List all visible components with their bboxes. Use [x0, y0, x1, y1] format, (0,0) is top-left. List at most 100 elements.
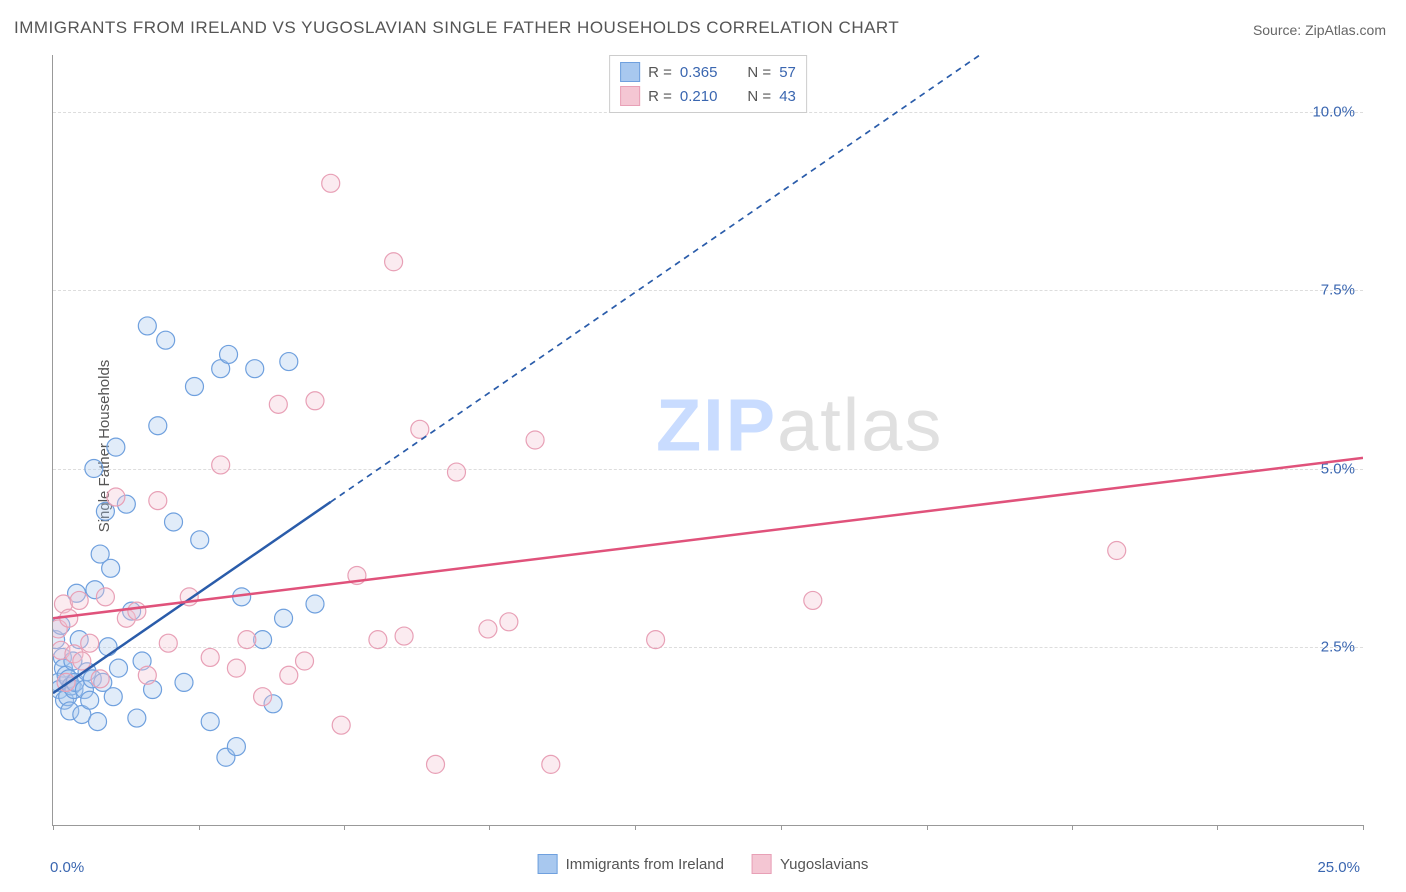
data-point — [280, 666, 298, 684]
data-point — [165, 513, 183, 531]
legend-stat-row: R =0.365N =57 — [620, 60, 796, 84]
trend-line-extrapolated — [331, 55, 980, 502]
x-axis-min-label: 0.0% — [50, 859, 84, 876]
data-point — [86, 581, 104, 599]
data-point — [53, 641, 70, 659]
data-point — [57, 673, 75, 691]
x-tick — [781, 825, 782, 830]
data-point — [53, 673, 67, 691]
data-point — [60, 609, 78, 627]
data-point — [804, 591, 822, 609]
data-point — [159, 634, 177, 652]
data-point — [83, 670, 101, 688]
legend-item: Immigrants from Ireland — [538, 854, 724, 874]
data-point — [61, 702, 79, 720]
gridline — [53, 647, 1363, 648]
data-point — [59, 688, 77, 706]
data-point — [73, 652, 91, 670]
x-tick — [1072, 825, 1073, 830]
data-point — [128, 602, 146, 620]
x-tick — [1217, 825, 1218, 830]
gridline — [53, 469, 1363, 470]
data-point — [133, 652, 151, 670]
data-point — [53, 681, 68, 699]
data-point — [102, 559, 120, 577]
data-point — [73, 705, 91, 723]
data-point — [107, 438, 125, 456]
data-point — [81, 691, 99, 709]
gridline — [53, 290, 1363, 291]
data-point — [91, 670, 109, 688]
legend-label: Yugoslavians — [780, 856, 868, 873]
data-point — [149, 492, 167, 510]
data-point — [246, 360, 264, 378]
data-point — [138, 317, 156, 335]
data-point — [217, 748, 235, 766]
data-point — [117, 609, 135, 627]
n-value: 57 — [779, 64, 796, 81]
data-point — [180, 588, 198, 606]
data-point — [107, 488, 125, 506]
legend-series: Immigrants from Ireland Yugoslavians — [538, 854, 869, 874]
y-tick-label: 10.0% — [1312, 104, 1355, 121]
trend-line — [53, 502, 331, 693]
data-point — [220, 345, 238, 363]
r-label: R = — [648, 88, 672, 105]
plot-area: ZIPatlas R =0.365N =57R =0.210N =43 2.5%… — [52, 55, 1363, 826]
data-point — [81, 634, 99, 652]
data-point — [65, 681, 83, 699]
chart-svg — [53, 55, 1363, 825]
y-tick-label: 5.0% — [1321, 460, 1355, 477]
x-tick — [199, 825, 200, 830]
r-value: 0.365 — [680, 64, 718, 81]
data-point — [117, 495, 135, 513]
data-point — [227, 738, 245, 756]
data-point — [123, 602, 141, 620]
source-name: ZipAtlas.com — [1305, 22, 1386, 38]
data-point — [322, 174, 340, 192]
data-point — [96, 588, 114, 606]
data-point — [157, 331, 175, 349]
data-point — [1108, 542, 1126, 560]
data-point — [385, 253, 403, 271]
data-point — [144, 681, 162, 699]
source-prefix: Source: — [1253, 22, 1305, 38]
x-tick — [1363, 825, 1364, 830]
data-point — [138, 666, 156, 684]
data-point — [306, 595, 324, 613]
watermark-zip: ZIP — [656, 383, 777, 466]
data-point — [128, 709, 146, 727]
r-label: R = — [648, 64, 672, 81]
data-point — [500, 613, 518, 631]
x-tick — [489, 825, 490, 830]
n-value: 43 — [779, 88, 796, 105]
data-point — [64, 652, 82, 670]
data-point — [96, 502, 114, 520]
data-point — [280, 353, 298, 371]
data-point — [191, 531, 209, 549]
data-point — [395, 627, 413, 645]
x-tick — [635, 825, 636, 830]
data-point — [254, 688, 272, 706]
data-point — [53, 616, 70, 634]
data-point — [56, 691, 74, 709]
data-point — [91, 545, 109, 563]
data-point — [53, 620, 67, 638]
source-attribution: Source: ZipAtlas.com — [1253, 22, 1386, 38]
data-point — [427, 755, 445, 773]
data-point — [175, 673, 193, 691]
r-value: 0.210 — [680, 88, 718, 105]
legend-swatch — [620, 62, 640, 82]
data-point — [89, 713, 107, 731]
data-point — [296, 652, 314, 670]
data-point — [227, 659, 245, 677]
watermark-atlas: atlas — [777, 383, 943, 466]
data-point — [212, 360, 230, 378]
data-point — [66, 673, 84, 691]
x-tick — [344, 825, 345, 830]
data-point — [78, 663, 96, 681]
trend-line — [53, 458, 1363, 618]
data-point — [275, 609, 293, 627]
data-point — [68, 584, 86, 602]
data-point — [212, 456, 230, 474]
